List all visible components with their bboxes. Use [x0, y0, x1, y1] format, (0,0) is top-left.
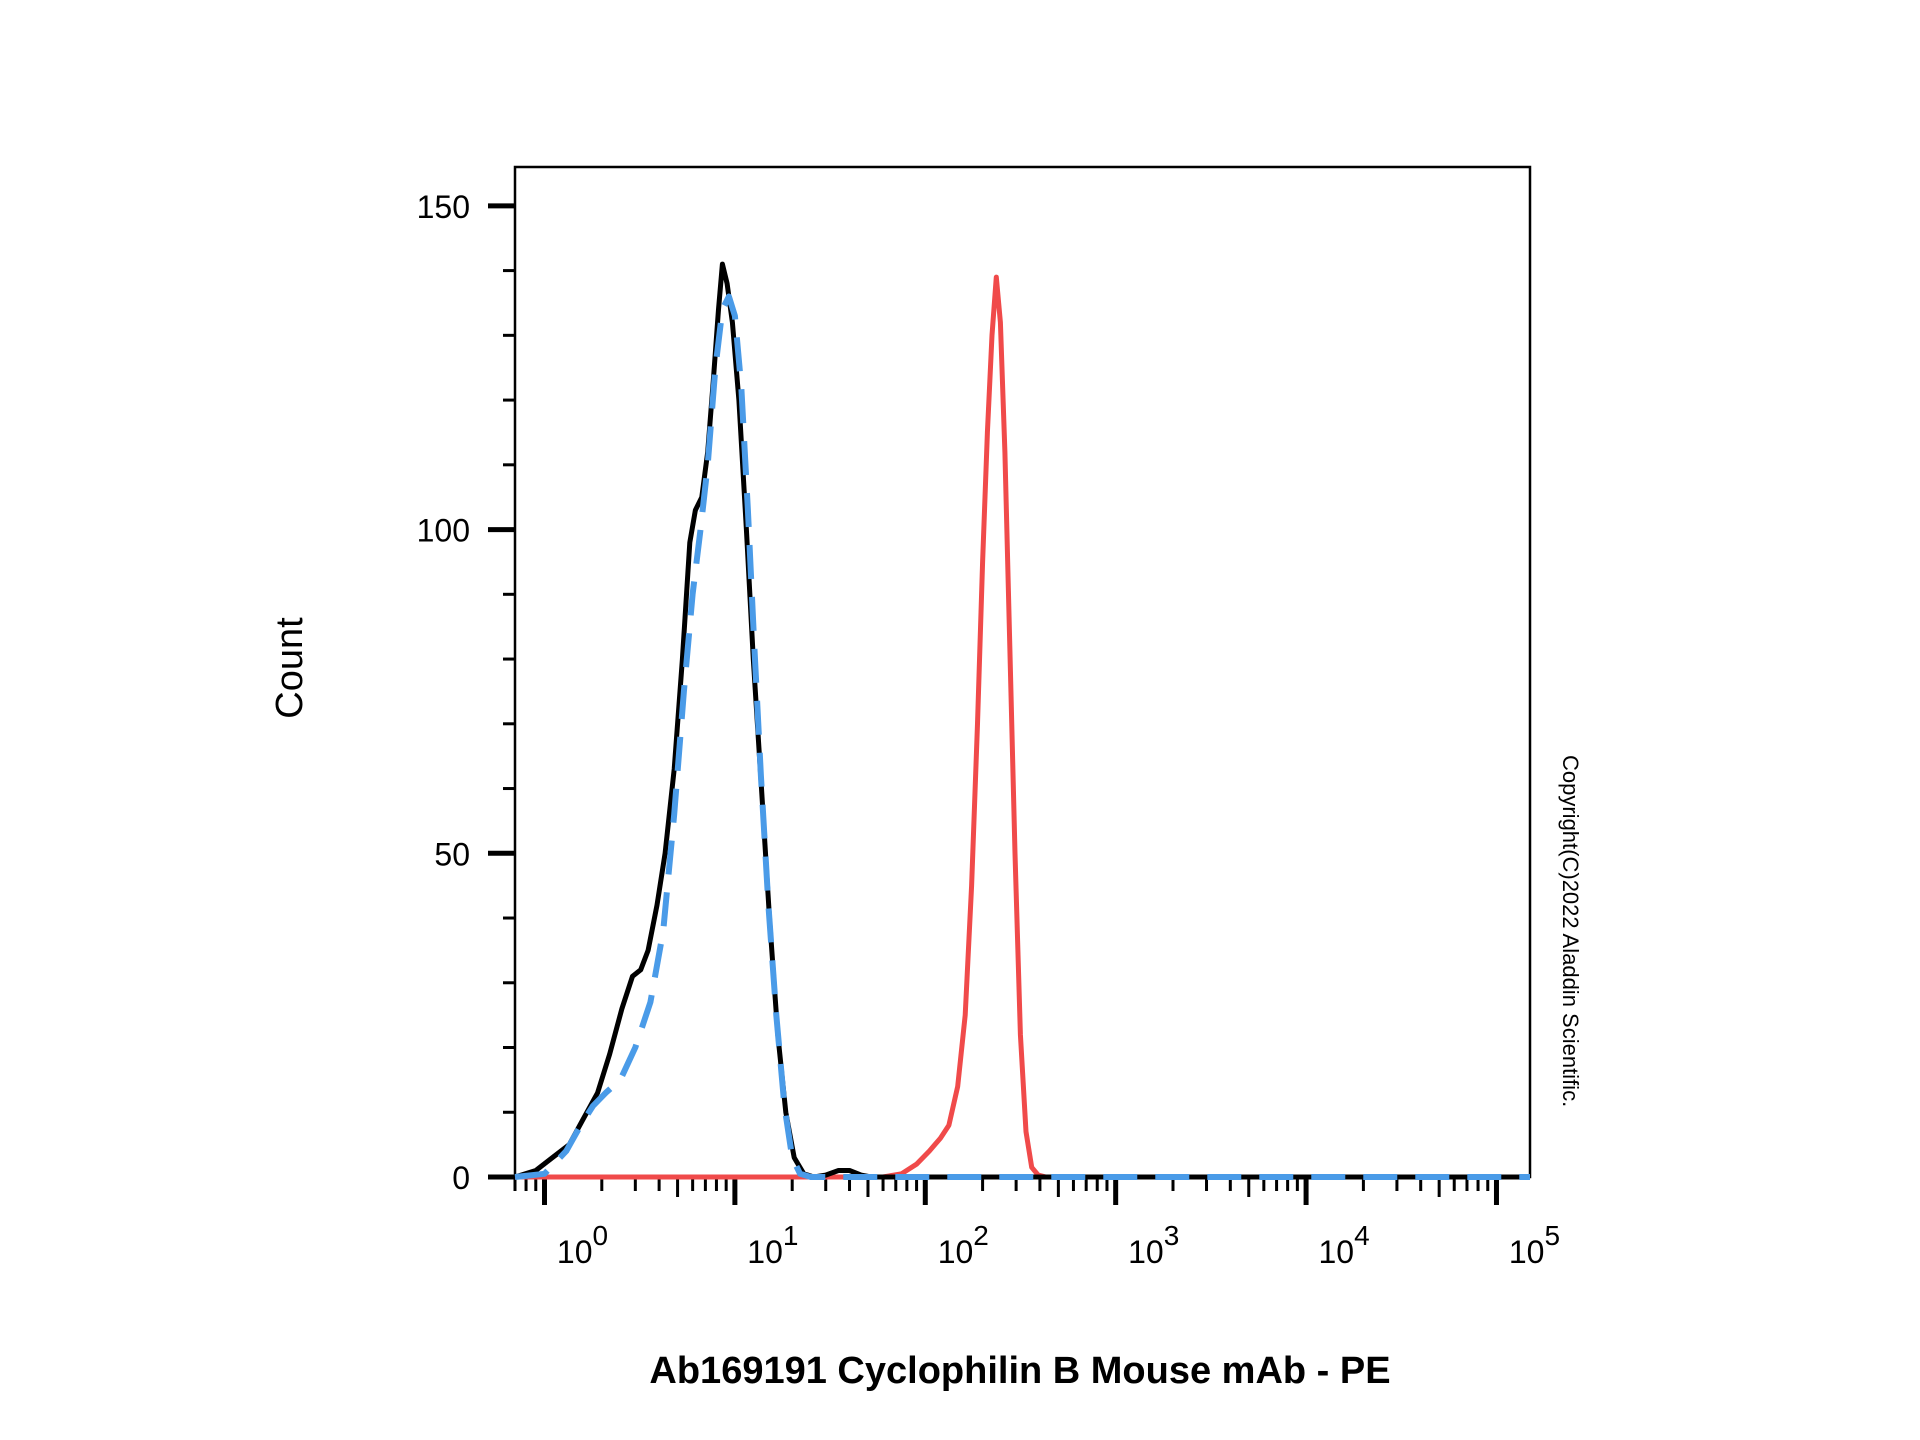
y-axis-label: Count: [269, 617, 311, 719]
x-axis-label: Ab169191 Cyclophilin B Mouse mAb - PE: [649, 1350, 1390, 1392]
y-tick-label: 50: [434, 836, 470, 872]
y-tick-label: 0: [452, 1160, 470, 1196]
x-tick-label: 101: [747, 1220, 798, 1270]
x-tick-label: 104: [1318, 1220, 1369, 1270]
blue-dashed-curve: [514, 293, 1530, 1180]
x-tick-label: 103: [1128, 1220, 1179, 1270]
y-axis-ticks: 0 50 100 150: [417, 189, 515, 1196]
y-tick-label: 150: [417, 189, 470, 225]
histogram-curves: [514, 261, 1530, 1180]
x-axis-ticks: 100 101 102 103 104 105: [513, 1177, 1560, 1270]
y-tick-label: 100: [417, 513, 470, 549]
red-solid-curve: [515, 274, 1530, 1180]
x-tick-label: 100: [557, 1220, 608, 1270]
copyright-annotation: Copyright(C)2022 Aladdin Scientific.: [1558, 755, 1583, 1108]
x-tick-label: 105: [1509, 1220, 1560, 1270]
x-tick-label: 102: [938, 1220, 989, 1270]
